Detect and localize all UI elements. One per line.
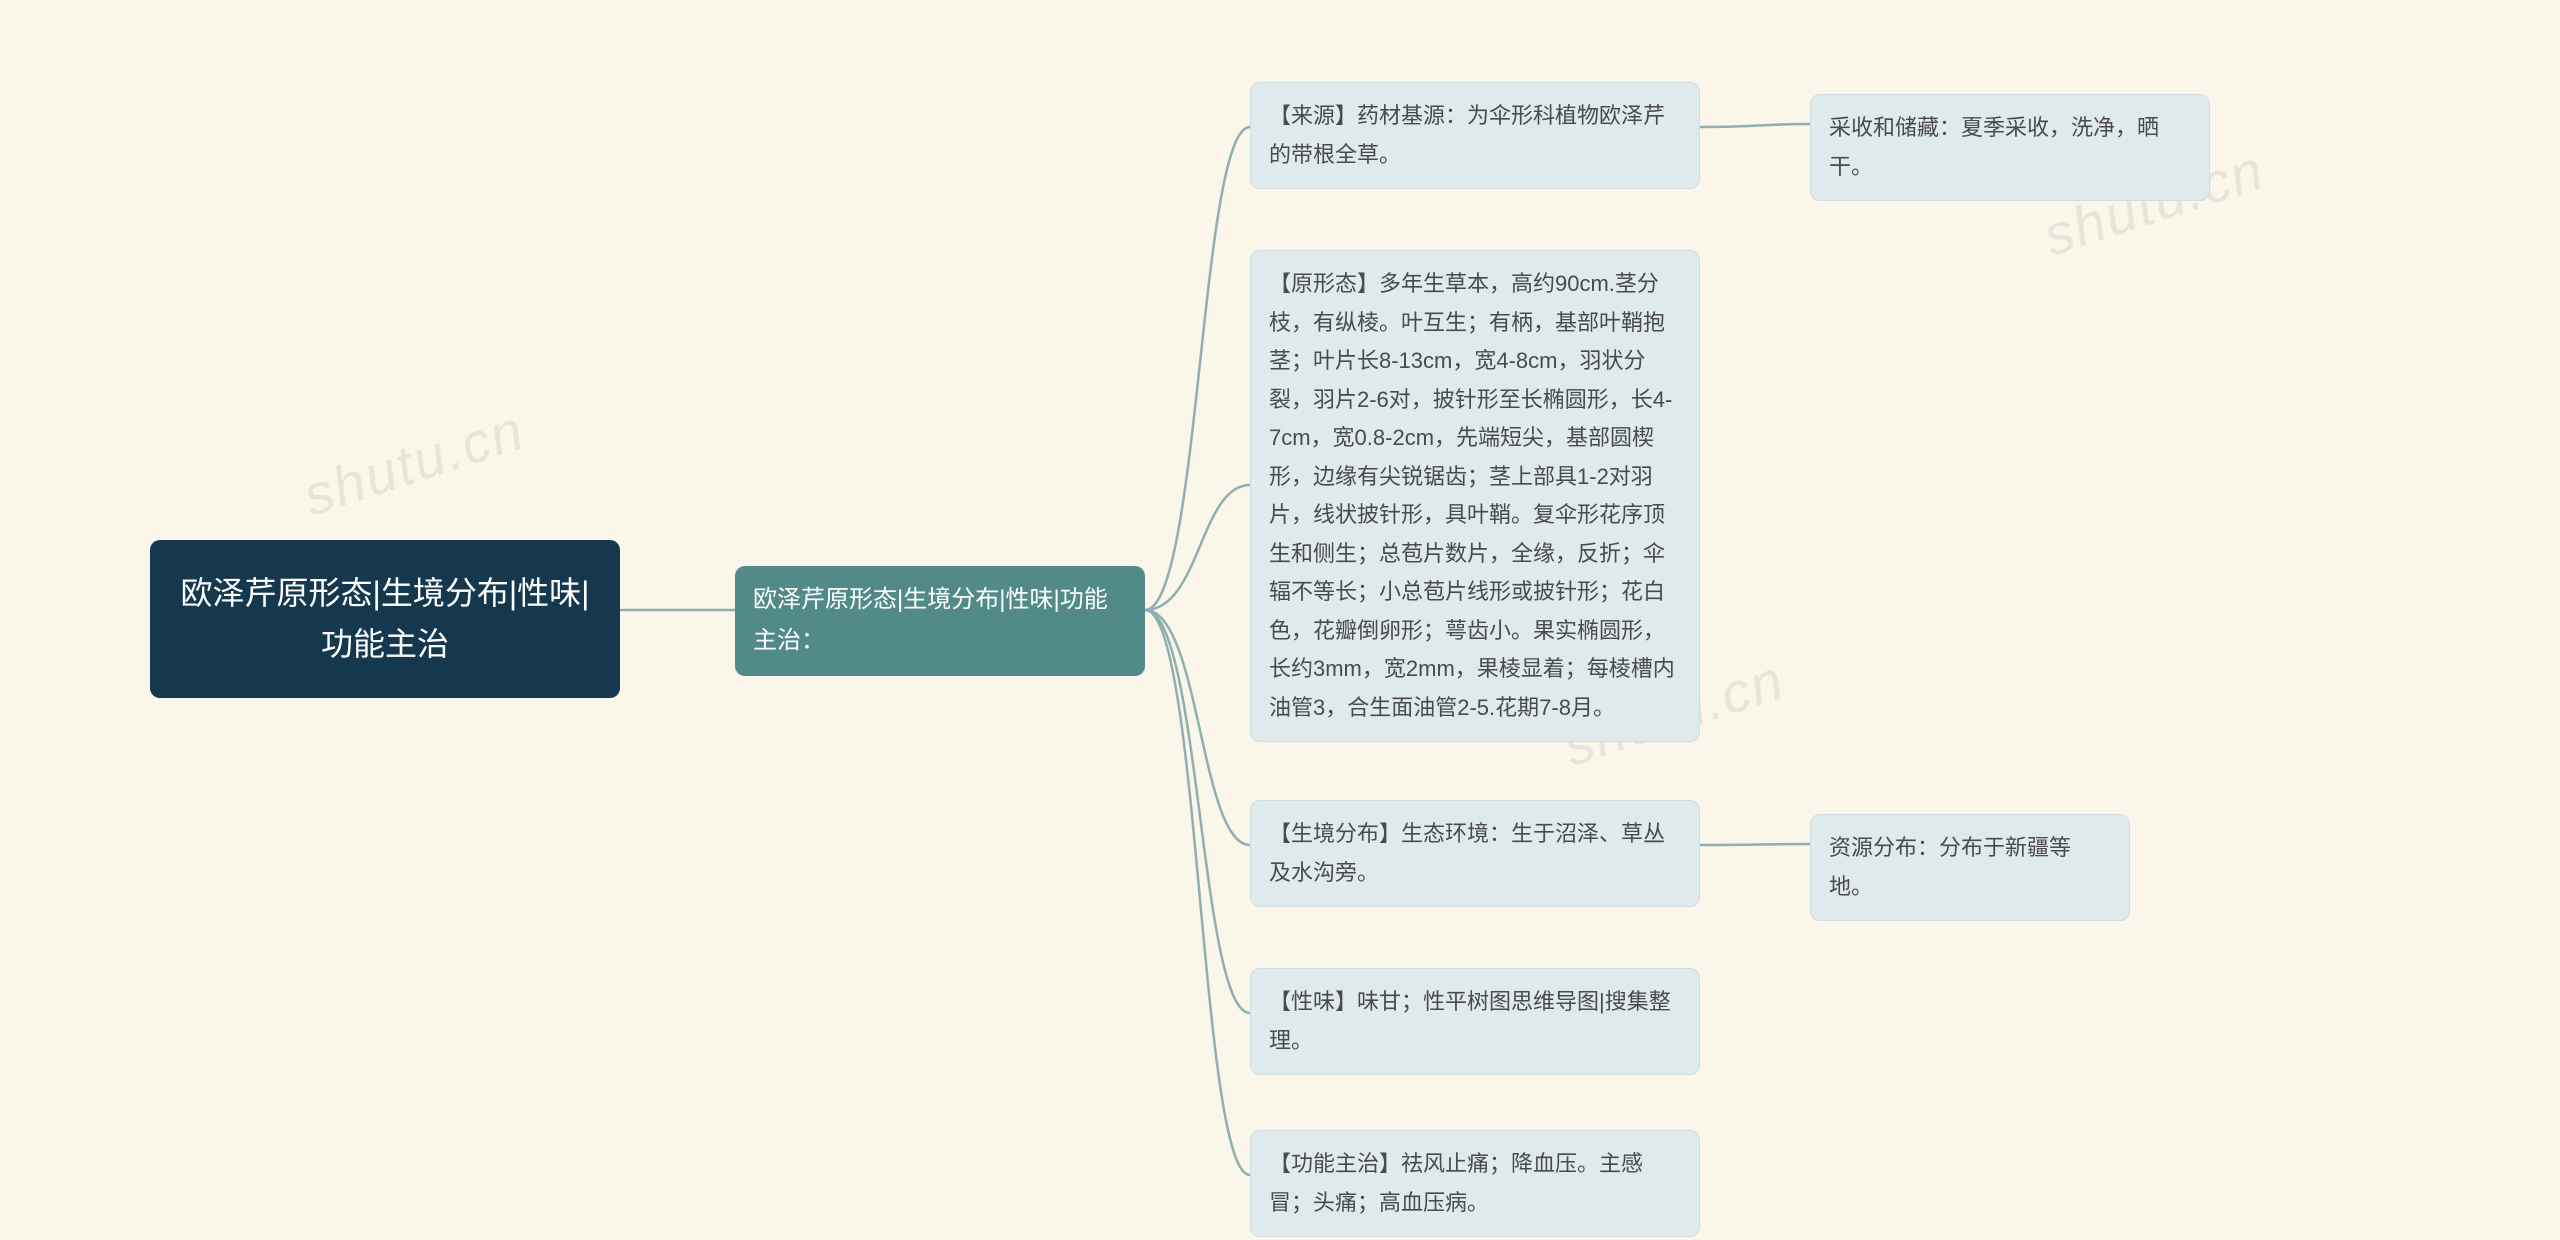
mindmap-level1[interactable]: 欧泽芹原形态|生境分布|性味|功能主治： (735, 566, 1145, 676)
mindmap-leaf-habitat[interactable]: 【生境分布】生态环境：生于沼泽、草丛及水沟旁。 (1250, 800, 1700, 907)
watermark: shutu.cn (296, 396, 533, 528)
mindmap-leaf-source-child[interactable]: 采收和储藏：夏季采收，洗净，晒干。 (1810, 94, 2210, 201)
mindmap-root[interactable]: 欧泽芹原形态|生境分布|性味|功能主治 (150, 540, 620, 698)
mindmap-leaf-habitat-child[interactable]: 资源分布：分布于新疆等地。 (1810, 814, 2130, 921)
mindmap-leaf-flavor[interactable]: 【性味】味甘；性平树图思维导图|搜集整理。 (1250, 968, 1700, 1075)
mindmap-leaf-morphology[interactable]: 【原形态】多年生草本，高约90cm.茎分枝，有纵棱。叶互生；有柄，基部叶鞘抱茎；… (1250, 250, 1700, 742)
mindmap-leaf-source[interactable]: 【来源】药材基源：为伞形科植物欧泽芹的带根全草。 (1250, 82, 1700, 189)
mindmap-leaf-function[interactable]: 【功能主治】祛风止痛；降血压。主感冒；头痛；高血压病。 (1250, 1130, 1700, 1237)
